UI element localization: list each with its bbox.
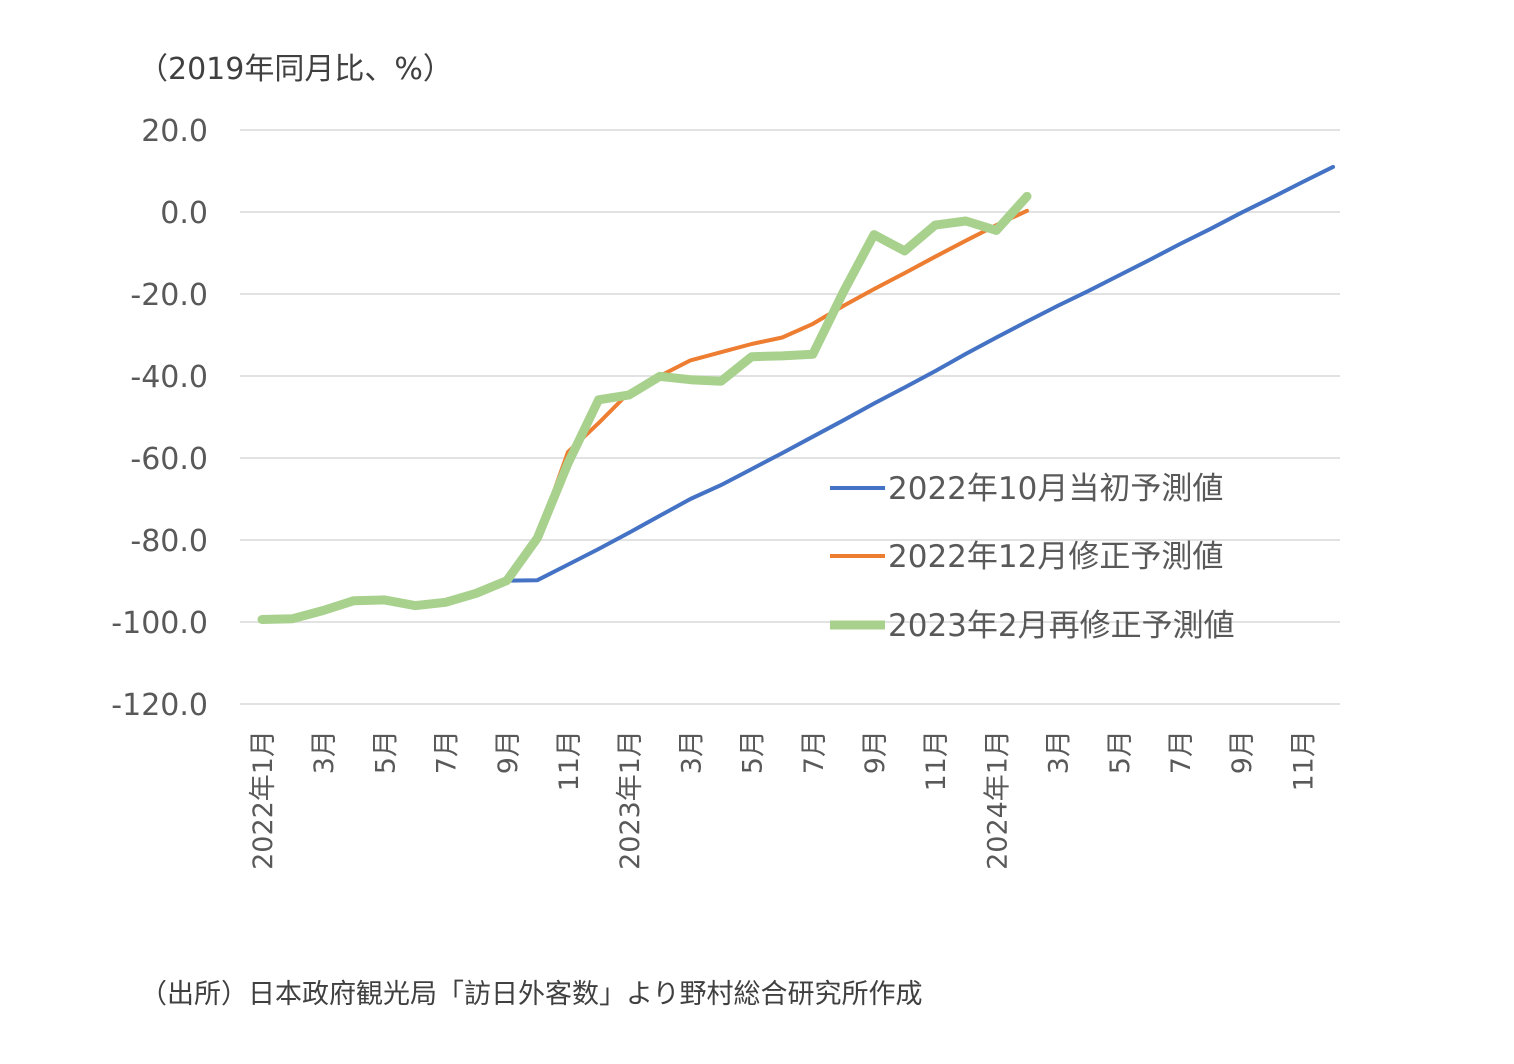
x-tick-label: 2024年1月 (982, 730, 1013, 870)
x-tick-label: 7月 (432, 730, 463, 774)
x-tick-label: 7月 (799, 730, 830, 774)
y-tick-label: 20.0 (141, 114, 208, 149)
series-lines (257, 164, 1335, 624)
x-tick-label: 11月 (1288, 730, 1319, 791)
legend: 2022年10月当初予測値 2022年12月修正予測値 2023年2月再修正予測値 (830, 471, 1235, 644)
line-chart: 20.00.0-20.0-40.0-60.0-80.0-100.0-120.0 … (111, 114, 1340, 870)
y-tick-label: -40.0 (130, 360, 208, 395)
x-tick-label: 3月 (1044, 730, 1075, 774)
x-tick-label: 5月 (370, 730, 401, 774)
x-tick-label: 11月 (921, 730, 952, 791)
x-tick-label: 7月 (1166, 730, 1197, 774)
y-tick-label: -120.0 (111, 688, 208, 723)
x-tick-label: 9月 (1227, 730, 1258, 774)
x-tick-label: 3月 (309, 730, 340, 774)
x-tick-label: 2022年1月 (248, 730, 279, 870)
gridlines (240, 129, 1340, 705)
x-tick-label: 11月 (554, 730, 585, 791)
y-tick-label: 0.0 (160, 196, 208, 231)
x-tick-label: 9月 (860, 730, 891, 774)
x-tick-label: 5月 (1105, 730, 1136, 774)
x-tick-label: 9月 (493, 730, 524, 774)
y-tick-label: -20.0 (130, 278, 208, 313)
series-line-3 (257, 191, 1032, 624)
y-tick-labels: 20.0 0.0 -20.0 -40.0 -60.0 -80.0 -100.0 -120.0 (111, 114, 208, 723)
y-tick-label: -60.0 (130, 442, 208, 477)
x-tick-label: 3月 (676, 730, 707, 774)
legend-label-2: 2022年12月修正予測値 (888, 539, 1223, 575)
y-tick-label: -100.0 (111, 606, 208, 641)
legend-label-1: 2022年10月当初予測値 (888, 471, 1223, 507)
y-axis-unit-label: （2019年同月比、%） (138, 52, 453, 87)
legend-label-3: 2023年2月再修正予測値 (888, 608, 1235, 644)
x-tick-labels: 2022年1月 3月 5月 7月 9月 11月 2023年1月 3月 5月 7月 9月 11月 2024… (248, 730, 1319, 870)
source-note: （出所）日本政府観光局「訪日外客数」より野村総合研究所作成 (140, 979, 923, 1010)
x-tick-label: 2023年1月 (615, 730, 646, 870)
x-tick-label: 5月 (738, 730, 769, 774)
y-tick-label: -80.0 (130, 524, 208, 559)
